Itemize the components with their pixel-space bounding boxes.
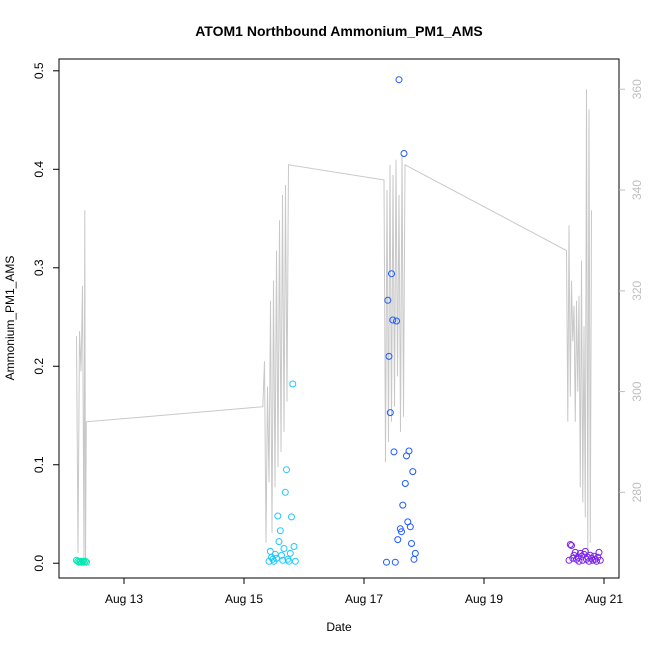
data-point [409, 468, 417, 476]
scatter-series-2 [265, 380, 299, 565]
scatter-series-4 [565, 541, 604, 565]
y2-tick-label: 340 [630, 180, 644, 200]
y-tick-label: 0.0 [32, 555, 46, 572]
data-point [280, 545, 288, 552]
data-point [288, 513, 295, 521]
x-tick-label: Aug 15 [225, 592, 263, 606]
data-point [568, 542, 575, 549]
data-point [405, 447, 413, 455]
x-tick-label: Aug 17 [345, 592, 383, 606]
data-point [78, 558, 85, 566]
y2-axis: 280 300 320 340 360 [619, 79, 644, 502]
data-point [289, 380, 297, 388]
data-point [386, 409, 394, 417]
data-point [408, 540, 415, 547]
y-tick-label: 0.3 [32, 259, 46, 276]
data-point [81, 557, 89, 565]
data-point [290, 543, 298, 550]
x-axis-label: Date [326, 620, 352, 634]
data-point [383, 558, 390, 566]
data-point [399, 501, 407, 509]
data-point [393, 317, 400, 325]
y-axis: 0.0 0.1 0.2 0.3 0.4 0.5 [32, 62, 59, 572]
data-point [275, 538, 283, 546]
data-point [291, 557, 299, 565]
data-point [390, 448, 398, 456]
y-axis-label: Ammonium_PM1_AMS [3, 256, 17, 381]
data-point [411, 549, 419, 557]
data-point [596, 556, 604, 564]
series-layer [73, 76, 604, 566]
plot-box [58, 58, 620, 579]
x-tick-label: Aug 19 [465, 592, 503, 606]
scatter-series-3 [383, 76, 419, 566]
data-point [406, 523, 414, 531]
data-point [566, 541, 574, 548]
scatter-series-1 [73, 556, 90, 566]
data-point [395, 76, 403, 84]
data-point [389, 316, 397, 324]
data-point [391, 558, 399, 566]
data-point [401, 480, 409, 487]
y2-tick-label: 360 [630, 79, 644, 99]
y-tick-label: 0.2 [32, 358, 46, 375]
data-point [581, 547, 589, 555]
data-point [276, 527, 284, 535]
x-tick-label: Aug 21 [585, 592, 623, 606]
y2-tick-label: 300 [630, 381, 644, 401]
data-point [281, 488, 289, 496]
data-point [384, 296, 392, 304]
data-point [273, 554, 280, 562]
data-point [286, 549, 294, 557]
y-tick-label: 0.4 [32, 161, 46, 178]
data-point [595, 548, 603, 556]
data-point [398, 528, 405, 536]
x-tick-label: Aug 13 [105, 592, 143, 606]
data-point [283, 466, 290, 474]
data-point [394, 536, 402, 544]
y2-tick-label: 280 [630, 482, 644, 502]
data-point [400, 150, 408, 157]
data-point [278, 551, 285, 559]
data-point [80, 558, 88, 566]
x-axis: Aug 13 Aug 15 Aug 17 Aug 19 Aug 21 [105, 578, 623, 606]
data-point [388, 270, 395, 278]
secondary-series-line [76, 89, 592, 563]
data-point [274, 512, 282, 520]
data-point [79, 557, 87, 565]
y-tick-label: 0.5 [32, 62, 46, 79]
data-point [565, 556, 573, 564]
chart-title: ATOM1 Northbound Ammonium_PM1_AMS [195, 23, 483, 39]
y-tick-label: 0.1 [32, 456, 46, 473]
data-point [593, 557, 600, 565]
data-point [385, 352, 393, 360]
data-point [83, 558, 90, 566]
y2-tick-label: 320 [630, 280, 644, 300]
